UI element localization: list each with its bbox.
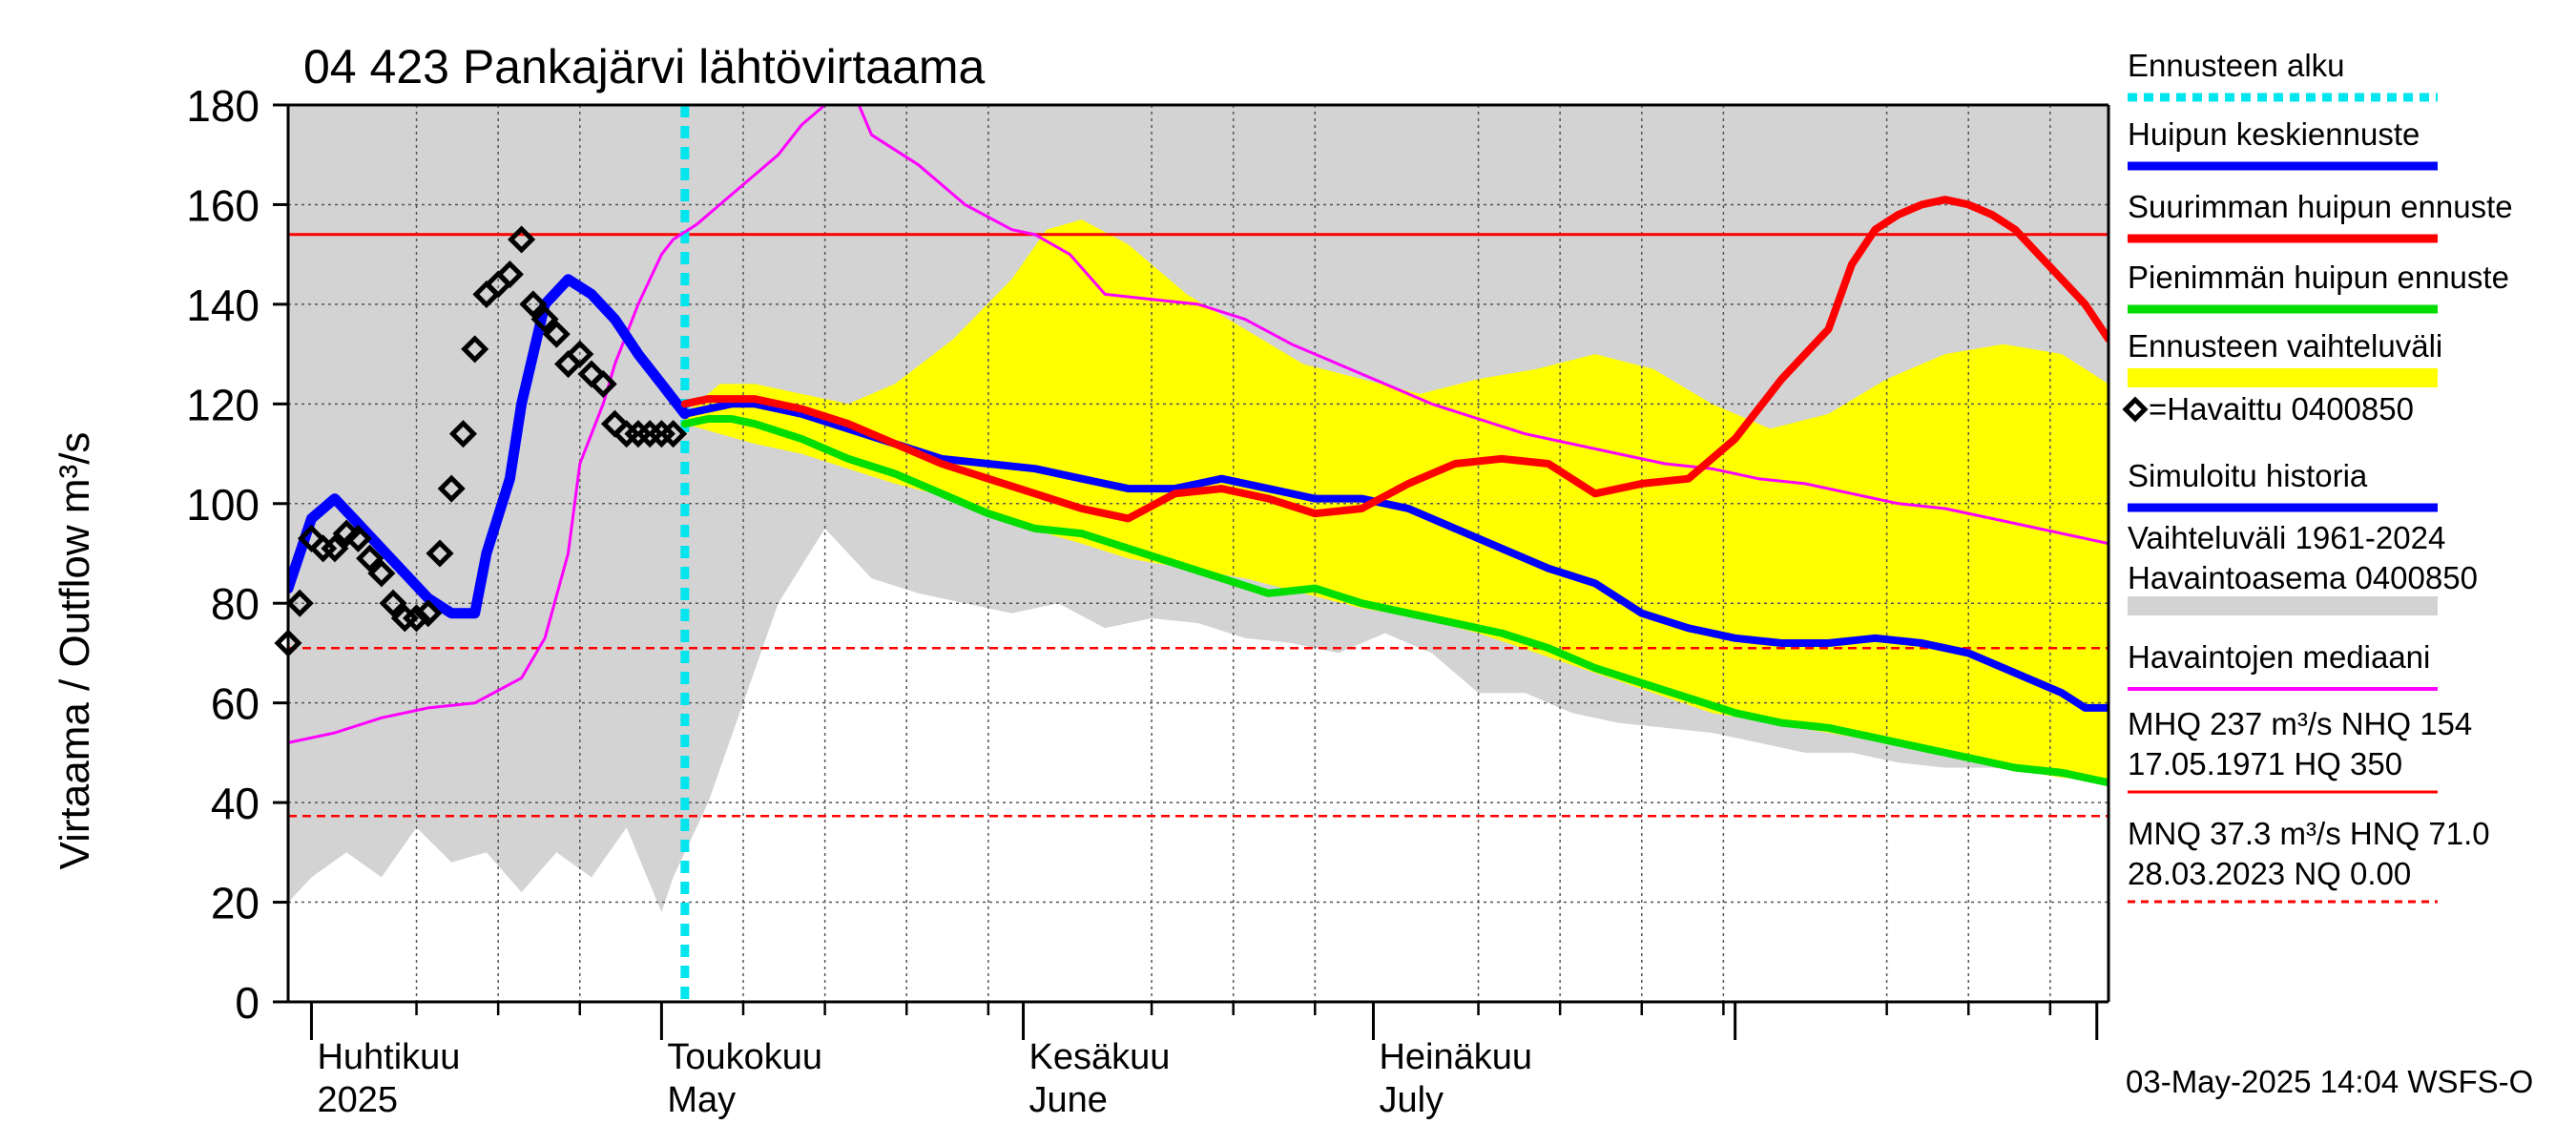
observed-marker xyxy=(403,604,431,633)
legend-label: Vaihteluväli 1961-2024 xyxy=(2128,520,2445,555)
y-tick-label: 140 xyxy=(186,281,260,330)
legend-label: Ennusteen vaihteluväli xyxy=(2128,328,2442,364)
legend-label: Ennusteen alku xyxy=(2128,48,2345,83)
min-peak-forecast-line xyxy=(680,415,2109,787)
observed-marker xyxy=(426,539,454,568)
legend-label: Pienimmän huipun ennuste xyxy=(2128,260,2509,295)
observed-marker xyxy=(448,420,477,448)
observed-marker xyxy=(519,290,548,319)
legend-label: =Havaittu 0400850 xyxy=(2149,391,2414,427)
observed-marker xyxy=(437,474,466,503)
y-tick-label: 40 xyxy=(211,779,260,828)
legend-item: Huipun keskiennuste xyxy=(2128,116,2438,171)
observed-marker xyxy=(321,534,349,563)
chart-title: 04 423 Pankajärvi lähtövirtaama xyxy=(303,40,985,94)
legend-item: Ennusteen alku xyxy=(2128,48,2438,102)
legend-item: MHQ 237 m³/s NHQ 154 17.05.1971 HQ 350 xyxy=(2128,706,2472,794)
observed-marker xyxy=(414,599,443,628)
legend-label: Havaintojen mediaani xyxy=(2128,639,2430,675)
legend-label: Suurimman huipun ennuste xyxy=(2128,189,2513,224)
legend-label: MNQ 37.3 m³/s HNQ 71.0 xyxy=(2128,816,2490,851)
observed-marker xyxy=(343,524,372,552)
footer-timestamp: 03-May-2025 14:04 WSFS-O xyxy=(2126,1064,2533,1099)
y-tick-label: 60 xyxy=(211,679,260,729)
observed-marker xyxy=(495,260,524,289)
x-month-label-en: July xyxy=(1379,1080,1444,1120)
observed-marker xyxy=(461,335,489,364)
legend-item: Vaihteluväli 1961-2024 Havaintoasema 040… xyxy=(2128,520,2478,615)
x-month-label: Toukokuu xyxy=(667,1037,822,1077)
legend-item: Pienimmän huipun ennuste xyxy=(2128,260,2509,314)
y-axis-label: Virtaama / Outflow m³/s xyxy=(52,432,98,870)
y-tick-label: 180 xyxy=(186,81,260,131)
legend-label: Havaintoasema 0400850 xyxy=(2128,560,2478,595)
legend-label: Huipun keskiennuste xyxy=(2128,116,2420,152)
observed-marker xyxy=(379,589,407,617)
legend-item: Simuloitu historia xyxy=(2128,458,2438,512)
y-tick-label: 80 xyxy=(211,579,260,629)
median-line xyxy=(288,105,2109,744)
legend-item: =Havaittu 0400850 xyxy=(2122,391,2414,427)
legend-item: MNQ 37.3 m³/s HNQ 71.0 28.03.2023 NQ 0.00 xyxy=(2128,816,2490,904)
simulated-history-line xyxy=(288,274,691,619)
y-tick-label: 160 xyxy=(186,180,260,230)
y-tick-label: 0 xyxy=(235,978,260,1028)
observed-marker xyxy=(659,420,688,448)
observed-marker xyxy=(566,340,594,368)
legend-label: 28.03.2023 NQ 0.00 xyxy=(2128,856,2411,891)
legend-label: Simuloitu historia xyxy=(2128,458,2368,493)
legend-label: 17.05.1971 HQ 350 xyxy=(2128,746,2402,781)
legend-item: Suurimman huipun ennuste xyxy=(2128,189,2513,243)
x-month-label: Huhtikuu xyxy=(317,1037,460,1077)
x-month-label-en: May xyxy=(667,1080,736,1120)
x-month-label: Kesäkuu xyxy=(1029,1037,1171,1077)
legend-item: Havaintojen mediaani xyxy=(2128,639,2438,691)
y-tick-label: 120 xyxy=(186,380,260,429)
observed-marker xyxy=(356,544,384,572)
observed-marker xyxy=(530,305,559,334)
legend-swatch xyxy=(2122,396,2149,423)
max-peak-forecast-line xyxy=(680,196,2109,523)
observed-marker xyxy=(589,369,617,398)
observed-marker xyxy=(508,225,536,254)
observed-marker xyxy=(542,320,571,348)
observed-marker xyxy=(285,589,314,617)
x-month-label: Heinäkuu xyxy=(1379,1037,1532,1077)
legend-label: MHQ 237 m³/s NHQ 154 xyxy=(2128,706,2472,741)
y-tick-label: 20 xyxy=(211,879,260,928)
x-month-label-en: 2025 xyxy=(317,1080,398,1120)
observed-marker xyxy=(367,559,396,588)
legend-item: Ennusteen vaihteluväli xyxy=(2128,328,2442,387)
y-tick-label: 100 xyxy=(186,480,260,530)
x-month-label-en: June xyxy=(1029,1080,1108,1120)
